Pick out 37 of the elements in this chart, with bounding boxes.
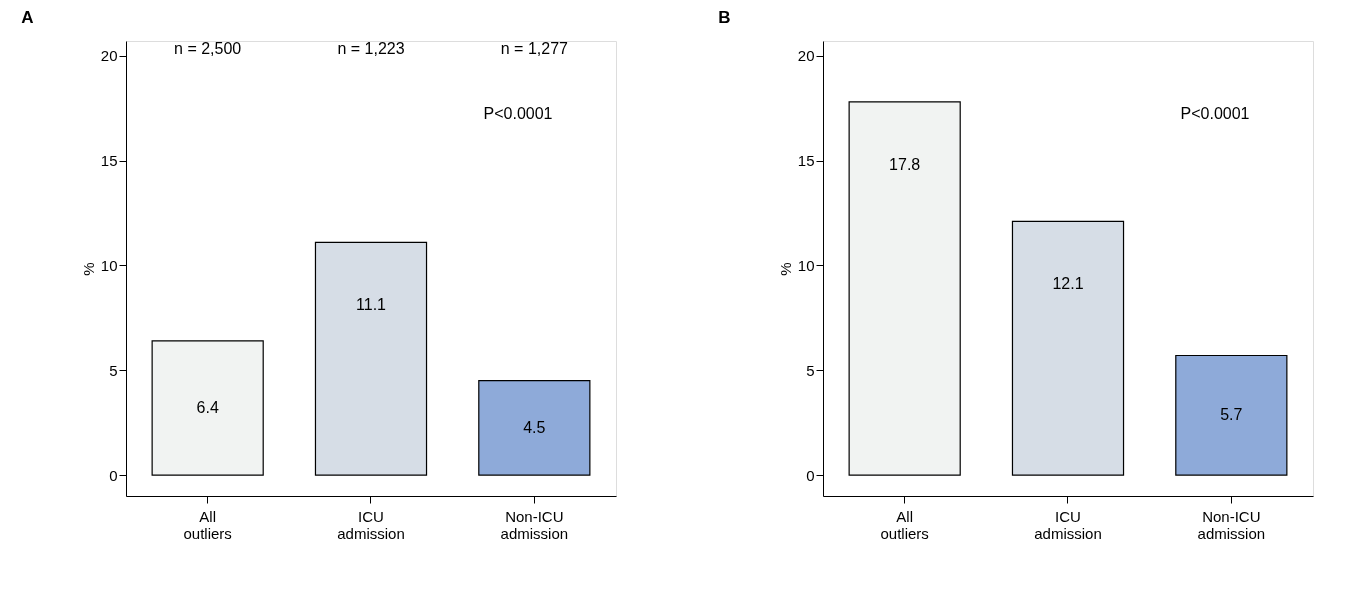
y-tick-label: 20: [797, 47, 815, 65]
chart-title: A: [21, 8, 34, 27]
y-tick-label: 20: [100, 47, 118, 65]
bar: [1175, 354, 1288, 476]
data-label: 17.8: [889, 155, 921, 173]
data-label: 6.4: [196, 398, 219, 416]
y-tick-label: 0: [806, 466, 815, 484]
data-label: 4.5: [523, 418, 546, 436]
bar: [314, 241, 428, 476]
y-tick-label: 10: [100, 256, 118, 274]
x-tick-label: ICU admission: [337, 507, 405, 542]
y-axis-title: %: [776, 262, 794, 276]
y-tick-label: 5: [109, 361, 118, 379]
x-tick-label: All outliers: [880, 507, 929, 542]
data-label: 12.1: [1052, 275, 1084, 293]
annotation: P<0.0001: [1180, 104, 1250, 122]
y-tick-label: 5: [806, 361, 815, 379]
annotation: n = 1,277: [500, 40, 569, 57]
bar: [151, 340, 264, 476]
chart-title: B: [718, 8, 731, 27]
y-axis-title: %: [79, 262, 97, 276]
y-tick-label: 15: [100, 152, 118, 170]
x-tick-label: Non-ICU admission: [1197, 507, 1266, 542]
y-tick-label: 15: [797, 152, 815, 170]
bar: [848, 101, 961, 476]
bar: [478, 380, 591, 476]
x-tick-label: ICU admission: [1034, 507, 1102, 542]
data-label: 5.7: [1220, 406, 1243, 424]
x-tick-label: All outliers: [183, 507, 232, 542]
annotation: n = 1,223: [337, 40, 405, 57]
bar: [1011, 220, 1125, 476]
x-tick-label: Non-ICU admission: [500, 507, 569, 542]
annotation: n = 2,500: [174, 40, 242, 57]
annotation: P<0.0001: [483, 104, 553, 122]
data-label: 11.1: [356, 296, 387, 314]
y-tick-label: 10: [797, 256, 815, 274]
y-tick-label: 0: [109, 466, 118, 484]
